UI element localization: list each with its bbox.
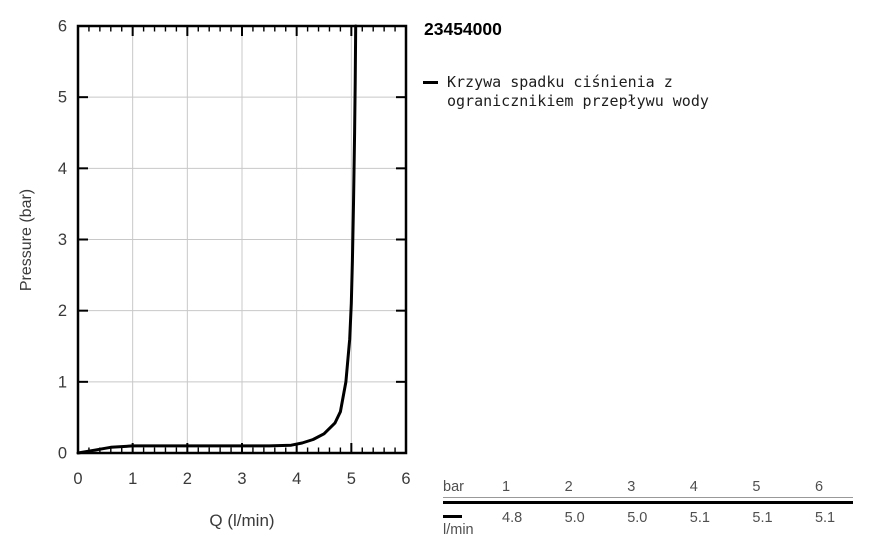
svg-text:0: 0 (73, 470, 82, 488)
svg-text:4: 4 (58, 160, 67, 178)
pressure-flow-chart: 0 1 2 3 4 5 6 0 1 2 3 4 5 6 (58, 18, 411, 489)
flow-table-value-row: l/min 4.8 5.0 5.0 5.1 5.1 5.1 (443, 510, 853, 538)
svg-text:4: 4 (292, 470, 301, 488)
curve-line-sample-icon (443, 515, 462, 518)
flow-value: 5.1 (689, 510, 710, 526)
svg-text:3: 3 (237, 470, 246, 488)
svg-text:6: 6 (58, 18, 67, 36)
legend-line-icon (423, 81, 438, 84)
pressure-value: 2 (564, 479, 573, 495)
svg-text:5: 5 (347, 470, 356, 488)
svg-text:0: 0 (58, 445, 67, 463)
chart-tick-labels: 0 1 2 3 4 5 6 0 1 2 3 4 5 6 (58, 18, 411, 489)
flow-value: 5.1 (752, 510, 773, 526)
y-axis-label: Pressure (bar) (18, 188, 35, 292)
flow-value: 5.0 (564, 510, 585, 526)
chart-border (76, 24, 408, 455)
flow-unit-cell: l/min (443, 510, 502, 538)
table-divider-rule (443, 501, 853, 504)
flow-rate-table: bar 1 2 3 4 5 6 l/min 4.8 5.0 5.0 5.1 5.1 5.1 (443, 479, 853, 538)
pressure-value: 3 (627, 479, 636, 495)
pressure-unit-label: bar (443, 479, 464, 495)
svg-text:5: 5 (58, 89, 67, 107)
pressure-drop-curve (76, 24, 358, 455)
legend-label: Krzywa spadku ciśnienia z ogranicznikiem… (447, 73, 709, 110)
svg-text:2: 2 (58, 302, 67, 320)
svg-text:2: 2 (183, 470, 192, 488)
svg-text:1: 1 (58, 373, 67, 391)
svg-text:3: 3 (58, 231, 67, 249)
x-axis-label: Q (l/min) (209, 511, 275, 530)
flow-unit-label: l/min (443, 522, 474, 538)
flow-table-header-row: bar 1 2 3 4 5 6 (443, 479, 853, 498)
chart-grid-layer (78, 26, 406, 453)
pressure-value: 4 (689, 479, 698, 495)
product-number-title: 23454000 (424, 19, 502, 39)
pressure-value: 5 (752, 479, 761, 495)
flow-value: 4.8 (502, 510, 523, 526)
pressure-value: 1 (502, 479, 511, 495)
flow-value: 5.1 (814, 510, 836, 526)
pressure-value: 6 (814, 479, 824, 495)
svg-text:6: 6 (401, 470, 410, 488)
svg-text:1: 1 (128, 470, 137, 488)
chart-legend: Krzywa spadku ciśnienia z ogranicznikiem… (423, 73, 729, 111)
flow-value: 5.0 (627, 510, 648, 526)
